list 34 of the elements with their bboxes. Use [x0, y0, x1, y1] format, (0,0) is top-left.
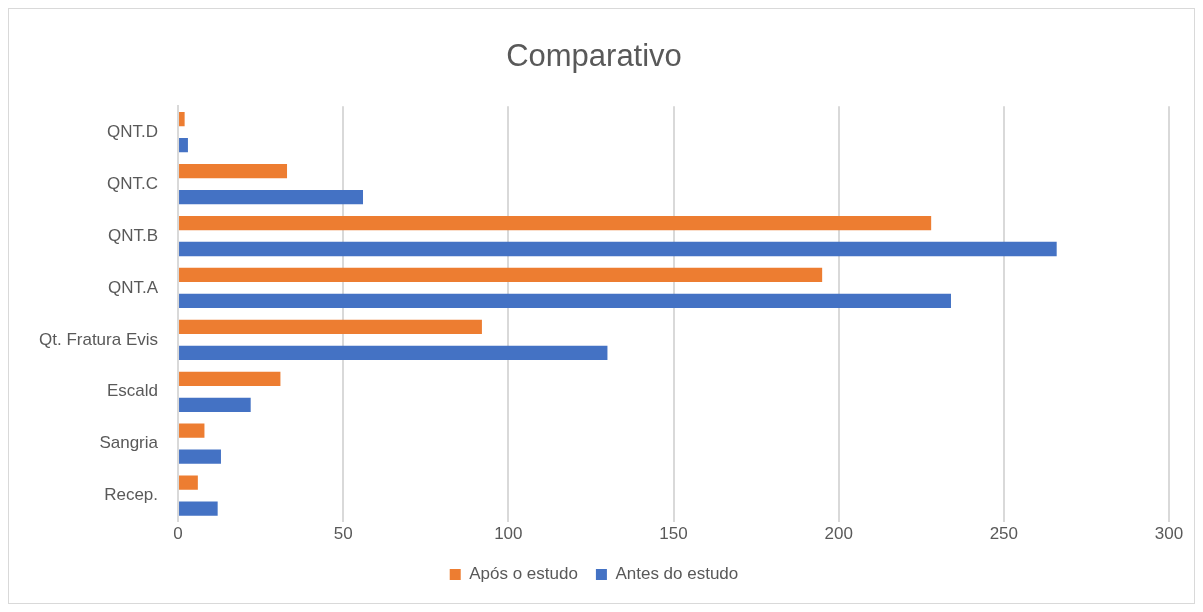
- y-tick-label: Recep.: [104, 485, 159, 505]
- chart-title: Comparativo: [506, 38, 682, 74]
- bar: [179, 397, 251, 412]
- bar: [179, 163, 288, 179]
- x-tick-label: 200: [824, 524, 853, 544]
- bar: [179, 112, 185, 127]
- bar: [179, 215, 932, 231]
- x-tick-label: 150: [659, 524, 688, 544]
- y-tick-label: Sangria: [99, 433, 159, 453]
- bar: [179, 241, 1057, 257]
- x-tick-label: 50: [333, 524, 353, 544]
- y-tick-label: Escald: [106, 381, 159, 401]
- legend-label: Antes do estudo: [615, 564, 739, 584]
- x-tick-label: 100: [494, 524, 523, 544]
- x-tick-label: 250: [989, 524, 1019, 544]
- bar: [179, 319, 482, 335]
- bar: [179, 189, 364, 205]
- bar: [179, 293, 951, 309]
- y-tick-label: Qt. Fratura Evis: [38, 329, 159, 349]
- bar: [179, 449, 221, 464]
- x-tick-label: 300: [1154, 524, 1184, 544]
- legend-label: Após o estudo: [469, 564, 578, 584]
- x-tick-label: 0: [173, 524, 183, 544]
- bar: [179, 423, 205, 438]
- bar: [179, 501, 218, 516]
- y-tick-label: QNT.B: [107, 225, 159, 245]
- bar: [179, 138, 188, 153]
- bar: [179, 371, 281, 386]
- bar: [179, 345, 608, 360]
- bar: [179, 475, 198, 490]
- bar: [179, 267, 823, 283]
- y-tick-label: QNT.D: [107, 121, 159, 141]
- y-tick-label: QNT.A: [107, 277, 159, 297]
- y-tick-label: QNT.C: [107, 173, 159, 193]
